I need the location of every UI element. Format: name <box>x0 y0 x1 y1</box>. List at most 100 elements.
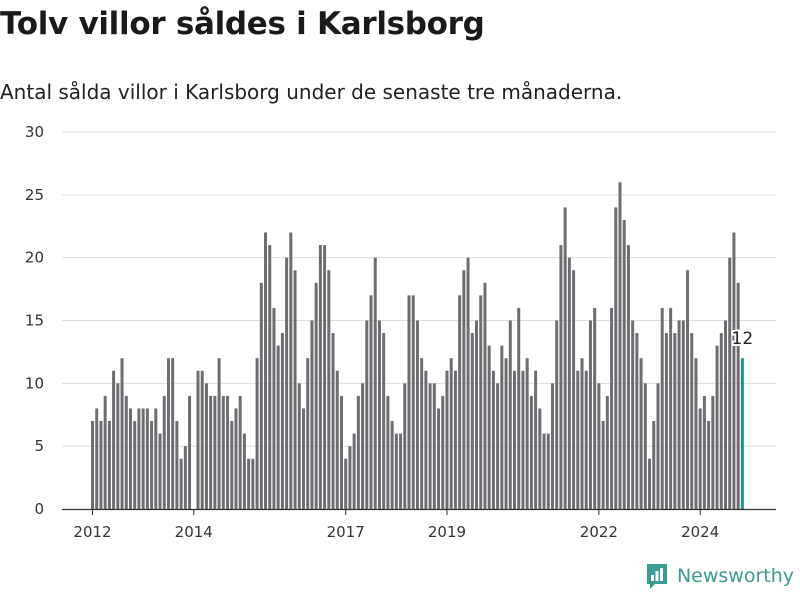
bar <box>563 207 567 509</box>
bar <box>403 383 407 509</box>
x-tick-label: 2022 <box>580 523 618 541</box>
bar <box>508 320 512 509</box>
bar <box>715 345 719 509</box>
bar <box>302 408 305 509</box>
bar <box>736 282 740 509</box>
bar <box>390 421 394 509</box>
x-tick-label: 2012 <box>73 523 111 541</box>
bar <box>150 421 154 509</box>
bar <box>622 219 626 509</box>
bar <box>394 433 398 509</box>
bar <box>171 358 175 509</box>
bar <box>711 395 715 509</box>
bar <box>424 370 428 509</box>
bar <box>479 295 483 509</box>
bar <box>504 358 508 509</box>
bar <box>234 408 238 509</box>
bar <box>293 270 297 509</box>
grid-lines <box>62 131 776 447</box>
bar <box>91 421 94 509</box>
bar <box>247 458 251 509</box>
bar <box>276 345 280 509</box>
bar <box>690 333 694 509</box>
bar <box>145 408 149 509</box>
bar <box>517 307 521 509</box>
bar <box>327 270 331 509</box>
bar <box>500 345 504 509</box>
bar <box>542 433 546 509</box>
bar <box>635 333 639 509</box>
bar <box>513 370 516 509</box>
bar <box>107 421 111 509</box>
bar <box>415 320 419 509</box>
bar <box>285 257 289 509</box>
bar <box>445 370 449 509</box>
y-tick-label: 0 <box>34 500 44 518</box>
bar <box>158 433 162 509</box>
chart-subtitle: Antal sålda villor i Karlsborg under de … <box>0 80 623 104</box>
bar <box>280 333 284 509</box>
brand-name: Newsworthy <box>676 565 794 587</box>
bar <box>179 458 183 509</box>
bar <box>361 383 365 509</box>
bar <box>420 358 424 509</box>
bar <box>356 395 360 509</box>
bar <box>255 358 259 509</box>
bar <box>664 333 668 509</box>
bar <box>437 408 441 509</box>
newsworthy-logo: Newsworthy <box>645 562 794 590</box>
bar <box>200 370 204 509</box>
bar <box>660 307 664 509</box>
y-tick-label: 30 <box>25 123 44 141</box>
bar <box>365 320 369 509</box>
bar <box>567 257 571 509</box>
bar <box>698 408 702 509</box>
bar <box>626 245 630 509</box>
y-tick-label: 15 <box>25 312 44 330</box>
bar <box>175 421 179 509</box>
bar <box>694 358 698 509</box>
x-tick-label: 2014 <box>175 523 213 541</box>
bar <box>209 395 213 509</box>
bar <box>297 383 301 509</box>
bar <box>99 421 103 509</box>
bar <box>605 395 609 509</box>
bar <box>318 245 322 509</box>
bar <box>95 408 99 509</box>
bar <box>386 395 390 509</box>
bar <box>584 370 588 509</box>
bar <box>217 358 221 509</box>
bar <box>310 320 314 509</box>
data-labels: 12 <box>730 327 756 351</box>
bar <box>183 446 187 509</box>
bar <box>428 383 432 509</box>
y-axis-ticks: 0 5 10 15 20 25 30 <box>25 123 44 518</box>
bar <box>306 358 310 509</box>
bar <box>382 333 386 509</box>
bar <box>529 395 533 509</box>
bar <box>373 257 377 509</box>
bar <box>669 307 673 509</box>
bar <box>525 358 529 509</box>
bar <box>728 257 732 509</box>
bar <box>259 282 263 509</box>
bars <box>91 182 744 510</box>
bar <box>432 383 436 509</box>
bar <box>348 446 352 509</box>
bar <box>593 307 597 509</box>
bar <box>614 207 618 509</box>
bar <box>652 421 656 509</box>
bar <box>166 358 170 509</box>
bar <box>610 307 614 509</box>
bar <box>681 320 685 509</box>
bar <box>724 320 727 509</box>
bar <box>458 295 462 509</box>
bar <box>618 182 622 509</box>
bar <box>470 333 474 509</box>
bar <box>580 358 584 509</box>
y-tick-label: 5 <box>34 437 44 455</box>
bar <box>677 320 681 509</box>
bar <box>643 383 647 509</box>
bar <box>272 307 276 509</box>
